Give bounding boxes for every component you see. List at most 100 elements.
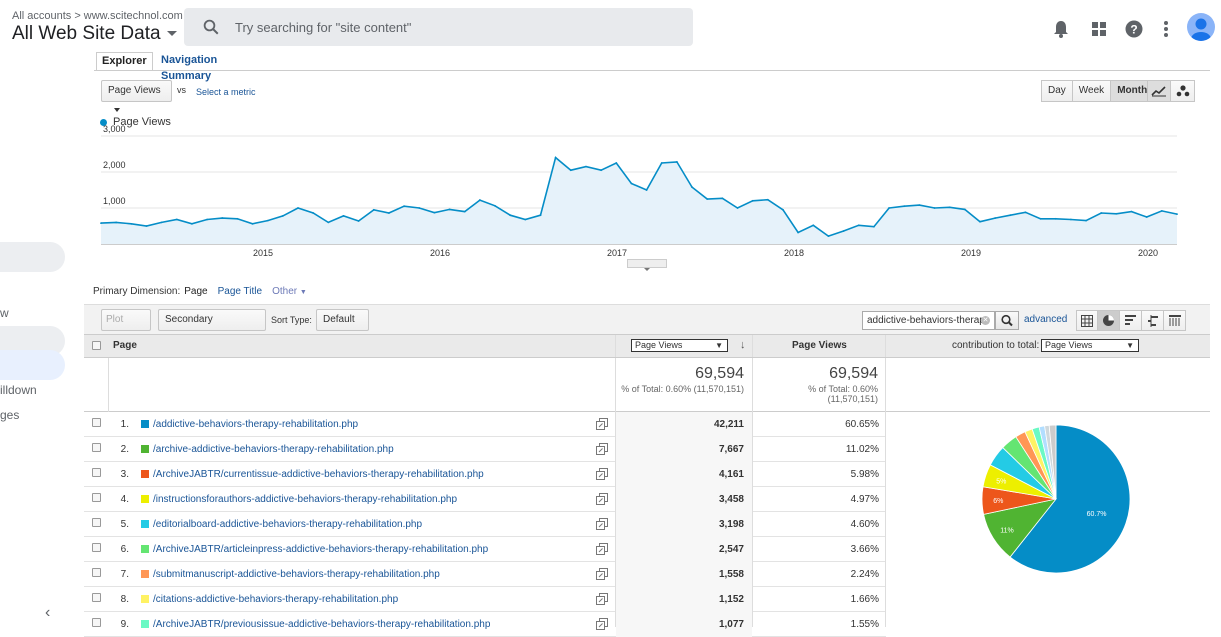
select-metric-link[interactable]: Select a metric	[196, 87, 256, 97]
data-point[interactable]	[963, 208, 966, 211]
data-point[interactable]	[357, 220, 360, 222]
data-point[interactable]	[736, 207, 739, 209]
data-point[interactable]	[721, 197, 724, 200]
data-point[interactable]	[1130, 210, 1133, 213]
page-link[interactable]: /addictive-behaviors-therapy-rehabilitat…	[153, 419, 359, 430]
data-point[interactable]	[873, 225, 875, 228]
open-page-icon[interactable]	[596, 493, 608, 505]
metric-select-value[interactable]: Page Views	[108, 85, 161, 96]
data-point[interactable]	[539, 214, 542, 217]
data-point[interactable]	[585, 165, 587, 168]
clear-filter-icon[interactable]: ✕	[981, 316, 990, 325]
sort-descending-icon[interactable]: ↓	[740, 339, 746, 351]
page-link[interactable]: /editorialboard-addictive-behaviors-ther…	[153, 519, 423, 530]
data-point[interactable]	[766, 198, 769, 201]
help-icon[interactable]: ?	[1122, 14, 1146, 44]
data-point[interactable]	[1039, 217, 1042, 220]
data-point[interactable]	[933, 207, 936, 209]
data-point[interactable]	[1160, 209, 1163, 212]
contribution-select[interactable]: Page Views ▼	[1041, 339, 1139, 352]
chart-collapse-handle[interactable]	[627, 259, 667, 271]
nav-item-partial-1[interactable]: w	[0, 306, 9, 320]
dimension-other-label[interactable]: Other	[272, 286, 298, 297]
data-point[interactable]	[251, 222, 254, 225]
more-vert-icon[interactable]	[1154, 14, 1178, 44]
data-point[interactable]	[751, 199, 754, 202]
data-point[interactable]	[994, 217, 997, 219]
nav-item-highlight[interactable]	[0, 242, 65, 272]
bell-icon[interactable]	[1049, 14, 1073, 44]
row-checkbox[interactable]	[92, 618, 101, 627]
search-placeholder[interactable]: Try searching for "site content"	[235, 20, 412, 35]
data-point[interactable]	[948, 206, 951, 209]
data-point[interactable]	[918, 204, 921, 207]
data-point[interactable]	[630, 182, 633, 185]
page-views-chart[interactable]: 1,000 2,000 3,000 2015 2016 2017 2018 2019 2020	[84, 108, 1221, 268]
data-point[interactable]	[206, 218, 208, 221]
open-page-icon[interactable]	[596, 443, 608, 455]
data-point[interactable]	[675, 161, 678, 163]
tab-explorer[interactable]: Explorer	[96, 52, 153, 71]
row-checkbox[interactable]	[92, 593, 101, 602]
pie-view-icon[interactable]	[1098, 310, 1120, 331]
data-point[interactable]	[782, 208, 784, 211]
data-point[interactable]	[327, 221, 330, 224]
data-point[interactable]	[281, 215, 284, 217]
row-checkbox[interactable]	[92, 543, 101, 552]
data-point[interactable]	[509, 214, 512, 217]
data-point[interactable]	[842, 230, 845, 232]
breadcrumb-site[interactable]: www.scitechnol.com	[83, 10, 183, 22]
page-link[interactable]: /ArchiveJABTR/previousissue-addictive-be…	[153, 619, 491, 630]
data-point[interactable]	[812, 224, 815, 227]
data-point[interactable]	[342, 215, 345, 217]
data-point[interactable]	[827, 235, 830, 237]
view-selector[interactable]: All Web Site Data	[12, 23, 177, 45]
day-button[interactable]: Day	[1041, 80, 1073, 102]
comparison-view-icon[interactable]	[1142, 310, 1164, 331]
avatar[interactable]	[1187, 13, 1215, 41]
dimension-page[interactable]: Page	[184, 286, 208, 297]
data-point[interactable]	[1009, 214, 1012, 217]
data-point[interactable]	[569, 169, 572, 172]
pivot-view-icon[interactable]	[1164, 310, 1186, 331]
open-page-icon[interactable]	[596, 418, 608, 430]
col-metric-select[interactable]: Page Views ▼	[631, 339, 728, 352]
row-checkbox[interactable]	[92, 468, 101, 477]
data-point[interactable]	[266, 219, 269, 222]
secondary-dimension-select[interactable]: Secondary dimension	[158, 309, 266, 345]
open-page-icon[interactable]	[596, 468, 608, 480]
data-point[interactable]	[463, 210, 466, 213]
data-point[interactable]	[1145, 216, 1148, 218]
breadcrumb-root[interactable]: All accounts	[12, 10, 72, 22]
open-page-icon[interactable]	[596, 568, 608, 580]
data-point[interactable]	[372, 208, 375, 211]
data-point[interactable]	[221, 217, 224, 219]
data-point[interactable]	[660, 162, 663, 164]
data-point[interactable]	[524, 218, 527, 221]
page-link[interactable]: /ArchiveJABTR/articleinpress-addictive-b…	[153, 544, 489, 555]
data-point[interactable]	[600, 169, 603, 172]
open-page-icon[interactable]	[596, 618, 608, 630]
nav-item-partial-3[interactable]: ges	[0, 408, 20, 422]
dimension-page-title[interactable]: Page Title	[217, 286, 263, 297]
view-title[interactable]: All Web Site Data	[12, 23, 161, 44]
week-button[interactable]: Week	[1072, 80, 1112, 102]
line-chart-icon[interactable]	[1147, 80, 1171, 102]
pie-slice[interactable]	[1048, 424, 1057, 500]
page-link[interactable]: /archive-addictive-behaviors-therapy-reh…	[153, 444, 394, 455]
data-point[interactable]	[857, 224, 860, 227]
col-header-page[interactable]: Page	[113, 340, 137, 351]
dimension-other[interactable]: Other ▼	[272, 286, 307, 297]
pie-slice[interactable]	[1009, 424, 1131, 574]
data-point[interactable]	[115, 221, 118, 224]
open-page-icon[interactable]	[596, 518, 608, 530]
data-point[interactable]	[554, 156, 557, 159]
col-header-page-views[interactable]: Page Views	[792, 340, 847, 351]
page-link[interactable]: /ArchiveJABTR/currentissue-addictive-beh…	[153, 469, 484, 480]
col-metric-select-value[interactable]: Page Views	[635, 340, 683, 350]
nav-item-partial-2[interactable]: illdown	[0, 383, 37, 397]
row-checkbox[interactable]	[92, 568, 101, 577]
tab-navigation-summary[interactable]: Navigation Summary	[161, 54, 218, 82]
data-point[interactable]	[100, 222, 102, 225]
nav-item-selected[interactable]	[0, 350, 65, 380]
